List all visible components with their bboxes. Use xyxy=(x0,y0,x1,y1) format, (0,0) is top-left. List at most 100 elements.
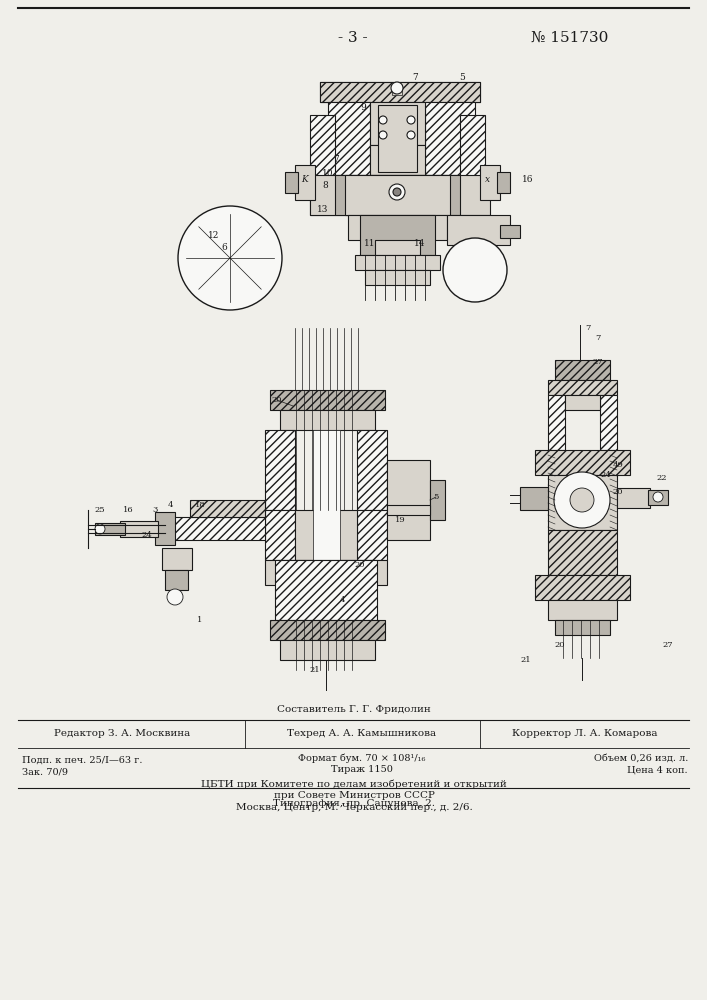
Bar xyxy=(535,450,630,475)
Text: 24: 24 xyxy=(141,531,153,539)
Text: Формат бум. 70 × 108¹/₁₆: Формат бум. 70 × 108¹/₁₆ xyxy=(298,753,426,763)
Text: 14: 14 xyxy=(414,238,426,247)
Text: 20: 20 xyxy=(613,488,624,496)
Bar xyxy=(430,480,445,520)
Bar xyxy=(190,500,265,517)
Bar xyxy=(357,510,387,560)
Bar xyxy=(265,430,295,510)
Text: 24: 24 xyxy=(601,471,612,479)
Text: 20: 20 xyxy=(355,561,366,569)
Bar xyxy=(310,115,335,215)
Circle shape xyxy=(178,206,282,310)
Bar xyxy=(165,517,265,540)
Bar xyxy=(280,410,375,430)
Bar xyxy=(270,620,385,640)
Bar xyxy=(548,380,617,395)
Text: 5: 5 xyxy=(459,74,465,83)
Bar xyxy=(265,510,295,560)
Bar xyxy=(460,115,485,215)
Bar xyxy=(345,175,450,215)
Bar xyxy=(310,175,490,215)
Text: 19: 19 xyxy=(395,516,405,524)
Text: 13: 13 xyxy=(317,206,329,215)
Text: 3: 3 xyxy=(152,506,158,514)
Text: 49: 49 xyxy=(612,461,624,469)
Text: 8: 8 xyxy=(322,182,328,190)
Bar xyxy=(360,215,435,255)
Circle shape xyxy=(389,184,405,200)
Text: 6: 6 xyxy=(221,243,227,252)
Bar xyxy=(548,530,617,575)
Circle shape xyxy=(653,492,663,502)
Circle shape xyxy=(443,238,507,302)
Circle shape xyxy=(391,82,403,94)
Bar xyxy=(328,102,370,175)
Circle shape xyxy=(407,116,415,124)
Text: 7: 7 xyxy=(595,334,601,342)
Bar xyxy=(199,229,230,258)
Bar xyxy=(535,575,630,600)
Text: 4: 4 xyxy=(168,501,173,509)
Bar xyxy=(165,570,188,590)
Circle shape xyxy=(393,188,401,196)
Text: Типография, пр. Сацунова, 2.: Типография, пр. Сацунова, 2. xyxy=(273,798,435,808)
Circle shape xyxy=(95,524,105,534)
Bar xyxy=(392,85,402,95)
Bar xyxy=(295,510,357,560)
Bar xyxy=(375,240,420,255)
Text: Зак. 70/9: Зак. 70/9 xyxy=(22,768,68,776)
Text: Составитель Г. Г. Фридолин: Составитель Г. Г. Фридолин xyxy=(277,706,431,714)
Bar xyxy=(425,102,475,175)
Bar xyxy=(320,82,480,102)
Text: 10: 10 xyxy=(322,168,334,178)
Bar xyxy=(565,395,600,410)
Bar xyxy=(480,165,500,200)
Bar xyxy=(555,620,610,635)
Bar xyxy=(295,165,315,200)
Text: 9: 9 xyxy=(360,103,366,111)
Bar xyxy=(218,248,242,268)
Bar xyxy=(447,215,510,245)
Text: 25: 25 xyxy=(95,506,105,514)
Text: Цена 4 коп.: Цена 4 коп. xyxy=(627,766,688,774)
Circle shape xyxy=(379,116,387,124)
Text: Корректор Л. А. Комарова: Корректор Л. А. Комарова xyxy=(513,730,658,738)
Bar xyxy=(471,276,479,288)
Text: Редактор З. А. Москвина: Редактор З. А. Москвина xyxy=(54,730,190,738)
Bar xyxy=(520,487,548,510)
Circle shape xyxy=(379,131,387,139)
Text: 21: 21 xyxy=(520,656,532,664)
Text: 21: 21 xyxy=(310,666,320,674)
Bar xyxy=(648,490,668,505)
Bar xyxy=(265,560,387,585)
Bar xyxy=(230,258,261,287)
Text: ЦБТИ при Комитете по делам изобретений и открытий: ЦБТИ при Комитете по делам изобретений и… xyxy=(201,779,507,789)
Bar xyxy=(355,255,440,270)
Bar xyxy=(378,105,417,172)
Text: 20: 20 xyxy=(271,396,282,404)
Text: Объем 0,26 изд. л.: Объем 0,26 изд. л. xyxy=(594,754,688,762)
Circle shape xyxy=(167,589,183,605)
Bar xyxy=(162,548,192,570)
Text: 11: 11 xyxy=(364,238,375,247)
Bar xyxy=(500,225,520,238)
Text: Подп. к печ. 25/I—63 г.: Подп. к печ. 25/I—63 г. xyxy=(22,756,143,764)
Text: Москва, Центр, М. Черкасский пер., д. 2/6.: Москва, Центр, М. Черкасский пер., д. 2/… xyxy=(235,804,472,812)
Circle shape xyxy=(570,488,594,512)
Text: 20: 20 xyxy=(555,641,566,649)
Bar xyxy=(463,256,487,276)
Bar xyxy=(313,430,340,620)
Bar xyxy=(320,82,480,102)
Bar xyxy=(617,488,650,508)
Bar xyxy=(335,175,460,215)
Bar xyxy=(548,600,617,620)
Text: 7: 7 xyxy=(333,155,339,164)
Bar xyxy=(348,215,447,240)
Text: 16: 16 xyxy=(123,506,134,514)
Bar xyxy=(275,560,377,620)
Text: 4: 4 xyxy=(340,596,346,604)
Bar xyxy=(555,360,610,380)
Text: 7: 7 xyxy=(585,324,590,332)
Text: Тираж 1150: Тираж 1150 xyxy=(331,766,393,774)
Bar xyxy=(270,390,385,410)
